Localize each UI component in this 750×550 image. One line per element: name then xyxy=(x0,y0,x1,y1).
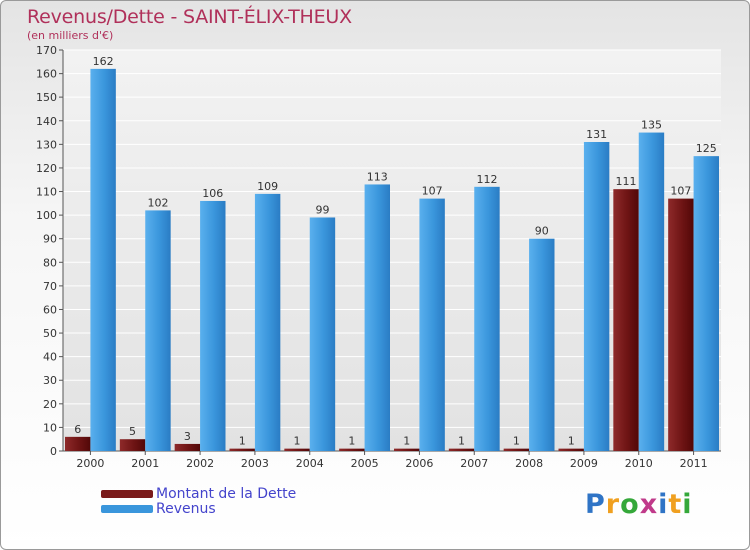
legend-swatch-revenus xyxy=(101,505,153,513)
chart-subtitle: (en milliers d'€) xyxy=(27,29,114,42)
y-tick-label: 100 xyxy=(36,209,57,222)
logo-letter: o xyxy=(620,489,640,520)
bar-dette xyxy=(174,443,201,451)
x-tick-label: 2006 xyxy=(405,457,433,470)
data-label-revenus: 90 xyxy=(535,225,549,238)
data-label-dette: 1 xyxy=(458,435,465,448)
y-tick-label: 140 xyxy=(36,115,57,128)
proxiti-logo: Proxiti xyxy=(585,489,693,520)
bar-revenus xyxy=(638,132,665,451)
data-label-dette: 3 xyxy=(184,430,191,443)
x-tick-label: 2005 xyxy=(351,457,379,470)
data-label-dette: 1 xyxy=(513,435,520,448)
x-tick-label: 2009 xyxy=(570,457,598,470)
bar-revenus xyxy=(419,198,445,451)
logo-letter: i xyxy=(658,489,669,520)
bar-dette xyxy=(558,448,584,451)
legend-swatch-dette xyxy=(101,490,153,498)
bar-revenus xyxy=(145,210,171,451)
legend-label-revenus: Revenus xyxy=(156,501,216,517)
bar-dette xyxy=(65,436,91,451)
data-label-revenus: 102 xyxy=(147,196,168,209)
y-tick-label: 70 xyxy=(43,280,57,293)
y-tick-label: 110 xyxy=(36,186,57,199)
bar-revenus xyxy=(364,184,390,451)
chart-title: Revenus/Dette - SAINT-ÉLIX-THEUX xyxy=(27,6,352,28)
logo-letter: i xyxy=(682,489,693,520)
bar-dette xyxy=(668,198,694,451)
logo-letter: x xyxy=(639,489,659,520)
bar-revenus xyxy=(200,200,226,451)
data-label-dette: 1 xyxy=(348,435,355,448)
y-tick-label: 160 xyxy=(36,68,57,81)
x-tick-label: 2002 xyxy=(186,457,214,470)
bar-revenus xyxy=(693,156,719,451)
data-label-dette: 1 xyxy=(239,435,246,448)
y-tick-label: 40 xyxy=(43,351,57,364)
bar-revenus xyxy=(474,186,500,451)
data-label-revenus: 113 xyxy=(367,170,388,183)
data-label-dette: 5 xyxy=(129,425,136,438)
data-label-revenus: 112 xyxy=(476,173,497,186)
x-tick-label: 2001 xyxy=(131,457,159,470)
x-tick-label: 2010 xyxy=(625,457,653,470)
data-label-revenus: 131 xyxy=(586,128,607,141)
data-label-revenus: 107 xyxy=(422,185,443,198)
y-tick-label: 120 xyxy=(36,162,57,175)
data-label-dette: 111 xyxy=(616,175,637,188)
data-label-revenus: 99 xyxy=(315,203,329,216)
x-tick-label: 2004 xyxy=(296,457,324,470)
legend-label-dette: Montant de la Dette xyxy=(156,486,297,502)
bar-dette xyxy=(503,448,530,451)
logo-letter: t xyxy=(668,489,683,520)
bar-revenus xyxy=(583,141,610,451)
data-label-dette: 6 xyxy=(74,423,81,436)
bar-dette xyxy=(394,448,420,451)
bar-dette xyxy=(448,448,475,451)
x-tick-label: 2011 xyxy=(680,457,708,470)
data-label-revenus: 135 xyxy=(641,119,662,132)
y-tick-label: 80 xyxy=(43,256,57,269)
bar-dette xyxy=(119,439,146,451)
y-tick-label: 60 xyxy=(43,303,57,316)
y-tick-label: 50 xyxy=(43,327,57,340)
x-tick-label: 2008 xyxy=(515,457,543,470)
data-label-revenus: 162 xyxy=(93,55,114,68)
data-label-revenus: 125 xyxy=(696,142,717,155)
y-tick-label: 30 xyxy=(43,374,57,387)
y-tick-label: 20 xyxy=(43,398,57,411)
plot-area xyxy=(63,50,721,451)
x-tick-label: 2003 xyxy=(241,457,269,470)
data-label-revenus: 106 xyxy=(202,187,223,200)
bar-revenus xyxy=(529,238,555,451)
bar-dette xyxy=(613,189,639,451)
bar-dette xyxy=(229,448,255,451)
y-tick-label: 170 xyxy=(36,44,57,57)
data-label-dette: 1 xyxy=(568,435,575,448)
data-label-dette: 1 xyxy=(294,435,301,448)
data-label-dette: 107 xyxy=(670,185,691,198)
data-label-dette: 1 xyxy=(403,435,410,448)
logo-letter: P xyxy=(585,489,606,520)
bar-revenus xyxy=(254,193,281,451)
bar-revenus xyxy=(90,68,116,451)
y-tick-label: 130 xyxy=(36,138,57,151)
x-tick-label: 2000 xyxy=(76,457,104,470)
y-tick-label: 10 xyxy=(43,421,57,434)
data-label-revenus: 109 xyxy=(257,180,278,193)
bar-revenus xyxy=(309,217,336,451)
y-tick-label: 0 xyxy=(50,445,57,458)
y-tick-label: 150 xyxy=(36,91,57,104)
bar-dette xyxy=(284,448,310,451)
y-tick-label: 90 xyxy=(43,233,57,246)
logo-letter: r xyxy=(605,489,621,520)
bar-dette xyxy=(339,448,365,451)
x-tick-label: 2007 xyxy=(460,457,488,470)
